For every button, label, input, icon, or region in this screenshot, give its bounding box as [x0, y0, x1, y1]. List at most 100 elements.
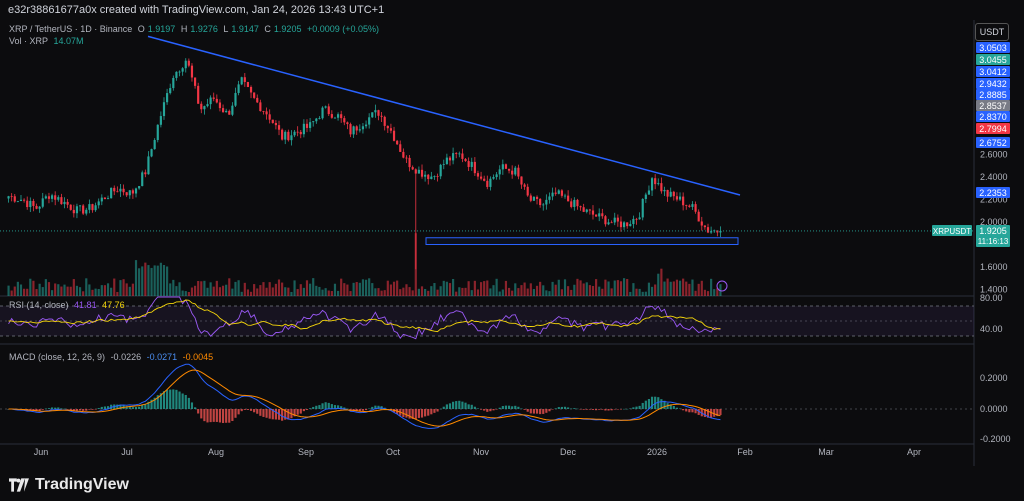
- candle-body: [408, 157, 411, 168]
- candle-body: [697, 211, 700, 222]
- volume-bar: [318, 286, 321, 296]
- candle-body: [563, 195, 567, 197]
- macd-histogram-bar: [591, 409, 595, 410]
- volume-bar: [532, 289, 536, 296]
- volume-bar: [595, 279, 598, 296]
- candle-body: [694, 204, 697, 212]
- volume-bar: [700, 280, 703, 296]
- volume-label: Vol · XRP: [9, 36, 49, 46]
- volume-bar: [682, 278, 685, 296]
- macd-histogram-bar: [274, 409, 277, 420]
- macd-histogram-bar: [669, 404, 672, 409]
- macd-histogram-bar: [147, 401, 150, 409]
- top-bar: e32r38861677a0x created with TradingView…: [0, 0, 1024, 20]
- volume-bar: [507, 287, 511, 296]
- volume-bar: [78, 287, 82, 296]
- candle-body: [312, 121, 315, 123]
- candle-body: [380, 115, 383, 117]
- candle-body: [44, 196, 47, 199]
- volume-bar: [467, 281, 470, 296]
- rsi-ma-line: [8, 299, 721, 333]
- price-badge: [976, 187, 1010, 198]
- volume-bar: [458, 287, 461, 296]
- rsi-tick-label: 80.00: [980, 293, 1003, 303]
- currency-unit-button[interactable]: USDT: [975, 23, 1009, 41]
- candle-body: [38, 206, 41, 209]
- macd-histogram-bar: [187, 397, 190, 409]
- volume-bar: [166, 266, 169, 296]
- volume-bar: [470, 290, 473, 296]
- volume-bar: [402, 287, 405, 296]
- volume-bar: [35, 289, 38, 296]
- candle-body: [23, 199, 26, 201]
- macd-histogram-bar: [41, 409, 44, 410]
- volume-bar: [563, 279, 567, 296]
- volume-bar: [57, 284, 60, 296]
- macd-histogram-bar: [567, 407, 570, 409]
- volume-bar: [153, 265, 156, 296]
- volume-bar: [501, 289, 504, 296]
- volume-bar: [461, 287, 464, 296]
- candle-body: [63, 201, 66, 205]
- macd-histogram-bar: [116, 404, 119, 409]
- volume-bar: [293, 280, 296, 296]
- candle-body: [234, 92, 237, 106]
- price-badge: [976, 123, 1010, 134]
- candle-body: [368, 117, 371, 125]
- macd-histogram-bar: [660, 399, 663, 409]
- macd-histogram-bar: [685, 409, 688, 412]
- macd-histogram-bar: [197, 409, 200, 414]
- volume-bar: [312, 278, 315, 296]
- candle-body: [231, 105, 234, 115]
- price-badge: [976, 66, 1010, 77]
- close-value: 1.9205: [273, 24, 302, 34]
- candle-body: [60, 197, 63, 205]
- macd-histogram-bar: [411, 409, 414, 419]
- macd-histogram-bar: [691, 409, 694, 413]
- candle-body: [271, 119, 274, 123]
- candle-body: [685, 205, 688, 207]
- candle-body: [557, 190, 560, 194]
- candle-body: [327, 106, 330, 115]
- macd-histogram-bar: [141, 404, 144, 409]
- price-badge: [976, 100, 1010, 111]
- macd-histogram-bar: [641, 402, 644, 409]
- volume-bar: [26, 288, 29, 296]
- macd-histogram-bar: [309, 408, 312, 409]
- macd-histogram-bar: [162, 391, 166, 409]
- volume-bar: [663, 281, 666, 296]
- candle-body: [131, 190, 134, 194]
- volume-bar: [638, 288, 641, 296]
- macd-histogram-bar: [237, 409, 240, 415]
- macd-histogram-bar: [94, 409, 97, 410]
- chart-canvas[interactable]: 2.6000 2.4000 2.2000 2.0000 1.6000 1.4000 3.05…: [0, 0, 1024, 466]
- macd-histogram-bar: [458, 400, 461, 409]
- macd-histogram-bar: [193, 407, 197, 409]
- candle-body: [607, 222, 610, 225]
- volume-bar: [10, 290, 13, 296]
- price-badge-label: 2.8370: [979, 112, 1007, 122]
- volume-bar: [716, 288, 719, 296]
- macd-histogram-bar: [678, 408, 682, 410]
- volume-bar: [654, 284, 657, 296]
- candle-body: [591, 210, 595, 215]
- macd-histogram-bar: [483, 409, 486, 411]
- candle-body: [399, 144, 402, 152]
- candle-body: [374, 110, 377, 113]
- volume-bar: [567, 286, 570, 296]
- candle-body: [187, 60, 190, 66]
- macd-histogram-bar: [595, 409, 598, 411]
- candle-body: [464, 158, 467, 162]
- candle-body: [175, 71, 178, 78]
- volume-bar: [69, 286, 72, 296]
- price-badge-label: 3.0503: [979, 43, 1007, 53]
- macd-histogram-bar: [489, 409, 492, 412]
- macd-histogram-bar: [153, 397, 156, 409]
- tradingview-brand[interactable]: TradingView: [9, 476, 129, 494]
- volume-bar: [396, 280, 399, 296]
- volume-bar: [542, 285, 545, 296]
- candle-body: [10, 196, 13, 198]
- candle-body: [452, 153, 455, 161]
- macd-histogram-bar: [302, 409, 305, 412]
- candle-body: [262, 111, 265, 112]
